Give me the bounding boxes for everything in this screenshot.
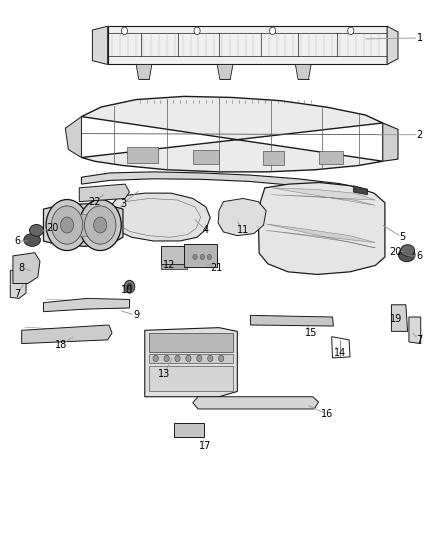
Polygon shape: [81, 172, 367, 195]
Polygon shape: [43, 298, 130, 312]
Bar: [149, 333, 233, 352]
Circle shape: [200, 254, 205, 260]
Polygon shape: [13, 253, 40, 284]
Polygon shape: [43, 204, 123, 246]
Polygon shape: [353, 185, 367, 195]
Text: 21: 21: [211, 263, 223, 272]
Circle shape: [51, 206, 83, 244]
Text: 9: 9: [133, 310, 139, 320]
Polygon shape: [383, 123, 398, 161]
Text: 12: 12: [162, 261, 175, 270]
Circle shape: [46, 199, 88, 251]
Text: 3: 3: [120, 199, 126, 209]
Polygon shape: [11, 268, 26, 298]
Text: 22: 22: [88, 197, 101, 207]
Polygon shape: [79, 184, 130, 201]
Circle shape: [60, 217, 74, 233]
Polygon shape: [272, 188, 375, 205]
Circle shape: [186, 356, 191, 362]
Text: 8: 8: [18, 263, 25, 272]
Text: 5: 5: [399, 232, 406, 243]
Bar: [149, 366, 233, 391]
Ellipse shape: [401, 245, 415, 256]
Polygon shape: [258, 182, 385, 274]
Circle shape: [153, 356, 158, 362]
Text: 13: 13: [158, 369, 170, 379]
Ellipse shape: [24, 233, 40, 246]
Circle shape: [175, 356, 180, 362]
Bar: [193, 150, 219, 165]
Text: 6: 6: [14, 236, 20, 246]
Polygon shape: [92, 26, 108, 64]
Circle shape: [348, 27, 354, 35]
Circle shape: [193, 254, 197, 260]
Polygon shape: [108, 193, 210, 241]
Polygon shape: [218, 198, 266, 236]
Polygon shape: [387, 26, 398, 64]
Text: 16: 16: [321, 409, 333, 419]
Polygon shape: [21, 325, 112, 344]
Circle shape: [94, 217, 107, 233]
Polygon shape: [161, 264, 187, 269]
Polygon shape: [266, 224, 375, 248]
Circle shape: [127, 284, 132, 290]
Polygon shape: [409, 317, 421, 344]
Text: 20: 20: [46, 223, 58, 233]
Polygon shape: [81, 96, 383, 172]
Text: 7: 7: [416, 335, 422, 345]
Text: 20: 20: [390, 247, 402, 256]
Bar: [161, 246, 187, 264]
Polygon shape: [145, 328, 237, 397]
Circle shape: [207, 254, 212, 260]
Circle shape: [194, 27, 200, 35]
Text: 18: 18: [55, 340, 67, 350]
Polygon shape: [108, 26, 387, 64]
Circle shape: [121, 27, 127, 35]
Bar: [184, 244, 217, 266]
Bar: [127, 147, 158, 163]
Circle shape: [197, 356, 202, 362]
Polygon shape: [136, 64, 152, 79]
Polygon shape: [295, 64, 311, 79]
Circle shape: [219, 356, 224, 362]
Polygon shape: [78, 214, 90, 236]
Bar: [319, 151, 343, 164]
Text: 10: 10: [121, 286, 134, 295]
Circle shape: [79, 199, 121, 251]
Text: 14: 14: [334, 348, 346, 358]
Text: 19: 19: [390, 313, 402, 324]
Text: 7: 7: [14, 289, 21, 299]
Bar: [149, 354, 233, 364]
Polygon shape: [217, 64, 233, 79]
Bar: [174, 423, 204, 437]
Ellipse shape: [399, 248, 415, 262]
Circle shape: [164, 356, 169, 362]
Polygon shape: [193, 397, 318, 409]
Text: 6: 6: [416, 251, 422, 261]
Circle shape: [269, 27, 276, 35]
Text: 15: 15: [305, 328, 318, 338]
Circle shape: [85, 206, 116, 244]
Polygon shape: [392, 305, 408, 332]
Bar: [263, 151, 285, 165]
Text: 4: 4: [203, 225, 209, 236]
Text: 1: 1: [417, 33, 423, 43]
Polygon shape: [251, 316, 333, 326]
Circle shape: [124, 280, 135, 293]
Ellipse shape: [29, 224, 43, 236]
Text: 17: 17: [199, 441, 211, 451]
Circle shape: [208, 356, 213, 362]
Text: 11: 11: [237, 225, 249, 236]
Polygon shape: [65, 117, 81, 158]
Text: 2: 2: [417, 130, 423, 140]
